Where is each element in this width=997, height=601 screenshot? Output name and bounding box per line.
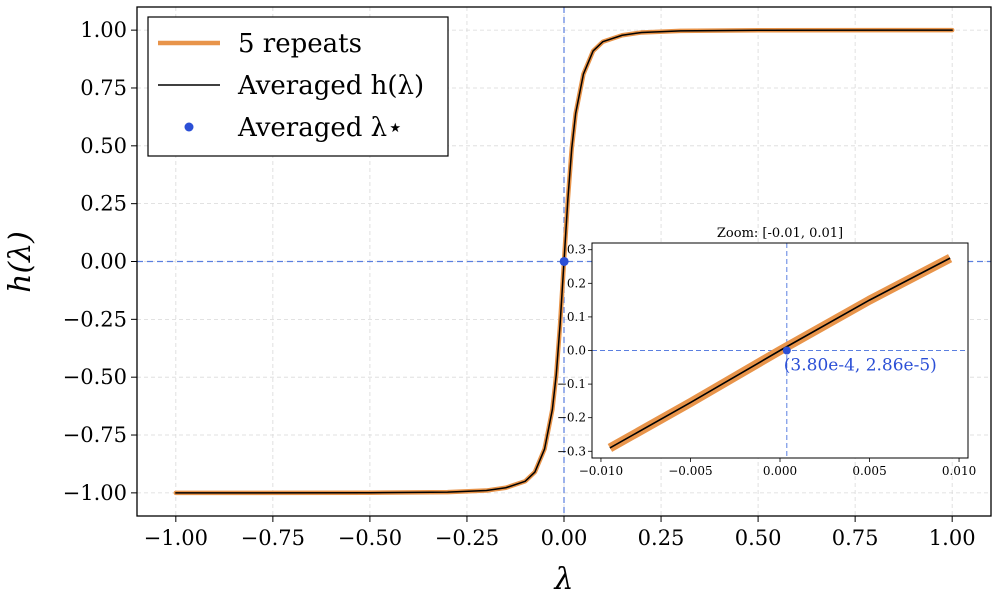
inset-x-tick-label: −0.010 xyxy=(579,464,623,478)
y-tick-label: 0.00 xyxy=(80,250,127,274)
y-tick-label: 0.25 xyxy=(80,192,127,216)
main-lambda-star-point xyxy=(559,256,569,266)
y-tick-label: 0.50 xyxy=(80,134,127,158)
inset-x-tick-label: 0.000 xyxy=(763,464,797,478)
x-tick-label: 0.75 xyxy=(832,526,879,550)
legend-swatch-averaged-lambda-star xyxy=(184,122,194,132)
inset-series xyxy=(607,254,953,452)
y-tick-label: −0.25 xyxy=(63,307,127,331)
inset-y-tick-label: 0.2 xyxy=(567,276,586,290)
main-y-ticks: −1.00 −0.75 −0.50 −0.25 0.00 0.25 0.50 0.75 1.00 xyxy=(63,18,137,505)
x-tick-label: −0.25 xyxy=(435,526,499,550)
x-tick-label: 0.00 xyxy=(541,526,588,550)
y-tick-label: −0.50 xyxy=(63,365,127,389)
y-tick-label: −1.00 xyxy=(63,481,127,505)
inset-y-tick-label: −0.3 xyxy=(557,444,586,458)
x-tick-label: −0.75 xyxy=(241,526,305,550)
y-tick-label: 0.75 xyxy=(80,76,127,100)
inset-annotation: (3.80e-4, 2.86e-5) xyxy=(784,355,937,375)
inset-y-tick-label: 0.1 xyxy=(567,310,586,324)
x-tick-label: −1.00 xyxy=(144,526,208,550)
inset-x-tick-label: −0.005 xyxy=(668,464,712,478)
inset-y-tick-label: 0.3 xyxy=(567,243,586,257)
inset-series-averaged-h-line xyxy=(609,257,951,449)
inset-y-tick-label: −0.1 xyxy=(557,377,586,391)
inset-x-tick-label: 0.005 xyxy=(852,464,886,478)
y-axis-label: h(λ) xyxy=(3,231,38,293)
inset-x-tick-label: 0.010 xyxy=(942,464,976,478)
inset-y-tick-label: −0.2 xyxy=(557,411,586,425)
x-axis-label: λ xyxy=(553,562,573,597)
y-tick-label: −0.75 xyxy=(63,423,127,447)
inset-lambda-star-point xyxy=(782,346,791,355)
main-x-ticks: −1.00 −0.75 −0.50 −0.25 0.00 0.25 0.50 0.75 1.00 xyxy=(144,516,976,550)
x-tick-label: 0.50 xyxy=(735,526,782,550)
legend-label-5-repeats: 5 repeats xyxy=(238,29,362,59)
x-tick-label: 0.25 xyxy=(638,526,685,550)
inset-title: Zoom: [-0.01, 0.01] xyxy=(717,226,843,241)
y-tick-label: 1.00 xyxy=(80,18,127,42)
legend-label-averaged-lambda-star: Averaged λ⋆ xyxy=(237,113,403,143)
x-tick-label: −0.50 xyxy=(338,526,402,550)
x-tick-label: 1.00 xyxy=(929,526,976,550)
inset-x-ticks: −0.010 −0.005 0.000 0.005 0.010 xyxy=(579,458,976,478)
legend-frame xyxy=(147,16,449,157)
legend: 5 repeats Averaged h(λ) Averaged λ⋆ xyxy=(147,16,449,157)
inset-y-tick-label: 0.0 xyxy=(567,344,586,358)
inset-y-ticks: −0.3 −0.2 −0.1 0.0 0.1 0.2 0.3 xyxy=(557,243,592,458)
inset-chart: −0.010 −0.005 0.000 0.005 0.010 −0.3 −0.2 −0.1… xyxy=(557,226,976,478)
legend-label-averaged-h: Averaged h(λ) xyxy=(237,71,424,101)
main-series xyxy=(173,27,955,496)
